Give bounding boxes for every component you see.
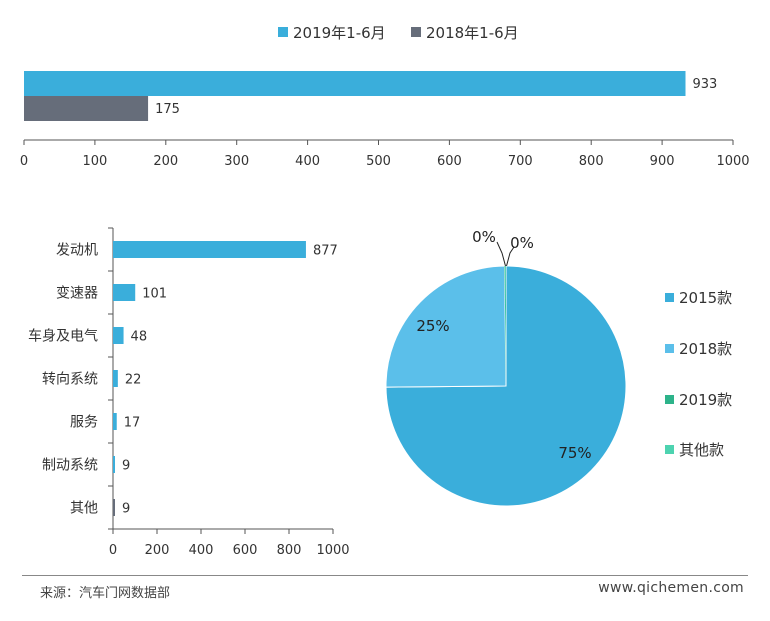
legend-swatch xyxy=(665,395,674,404)
x-tick-label: 1000 xyxy=(716,154,749,169)
legend-swatch xyxy=(278,27,288,37)
leader-line xyxy=(506,246,515,267)
legend-swatch xyxy=(665,344,674,353)
x-tick-label: 900 xyxy=(650,154,675,169)
legend-label: 2018年1-6月 xyxy=(426,24,519,42)
legend-swatch xyxy=(665,293,674,302)
x-tick-label: 200 xyxy=(153,154,178,169)
legend-swatch xyxy=(665,445,674,454)
x-tick-label: 800 xyxy=(579,154,604,169)
x-tick-label: 800 xyxy=(277,543,302,558)
data-label: 17 xyxy=(124,416,141,431)
category-label: 变速器 xyxy=(56,286,98,302)
x-tick-label: 0 xyxy=(20,154,28,169)
x-tick-label: 400 xyxy=(295,154,320,169)
legend-label: 2015款 xyxy=(679,289,732,307)
x-tick-label: 700 xyxy=(508,154,533,169)
footer: 来源：汽车门网数据部 www.qichemen.com xyxy=(0,572,770,612)
category-label: 发动机 xyxy=(56,243,98,259)
bar xyxy=(24,71,686,96)
footer-divider xyxy=(22,575,748,576)
x-tick-label: 0 xyxy=(109,543,117,558)
pie-data-label: 0% xyxy=(510,234,534,252)
category-bar-chart: 发动机 877 变速器 101 车身及电气 48 转向系统 22 服务 17 制动系统 9 其他 9 0 20… xyxy=(28,227,350,558)
x-tick-label: 300 xyxy=(224,154,249,169)
pie-slice xyxy=(385,265,627,507)
data-label: 175 xyxy=(155,102,180,117)
bar xyxy=(113,241,306,258)
x-tick-label: 1000 xyxy=(316,543,349,558)
x-tick-label: 400 xyxy=(189,543,214,558)
pie-slice xyxy=(505,266,506,386)
x-tick-label: 600 xyxy=(437,154,462,169)
category-label: 其他 xyxy=(70,501,98,517)
legend-label: 其他款 xyxy=(679,441,724,459)
category-label: 制动系统 xyxy=(42,458,98,474)
x-tick-label: 100 xyxy=(82,154,107,169)
bar xyxy=(113,370,118,387)
data-label: 877 xyxy=(313,244,338,259)
leader-line xyxy=(496,241,506,267)
data-label: 9 xyxy=(122,459,130,474)
legend-label: 2018款 xyxy=(679,340,732,358)
pie-data-label: 25% xyxy=(416,317,449,335)
bar xyxy=(113,284,136,301)
data-label: 22 xyxy=(125,373,142,388)
data-label: 9 xyxy=(122,502,130,517)
category-label: 转向系统 xyxy=(42,372,98,388)
legend-label: 2019款 xyxy=(679,391,732,409)
bar xyxy=(113,456,115,473)
bar xyxy=(113,499,115,516)
category-label: 服务 xyxy=(70,415,98,431)
data-label: 101 xyxy=(142,287,167,302)
legend-label: 2019年1-6月 xyxy=(293,24,386,42)
x-tick-label: 200 xyxy=(145,543,170,558)
pie-slice xyxy=(385,265,507,388)
x-tick-label: 500 xyxy=(366,154,391,169)
pie-data-label: 75% xyxy=(558,444,591,462)
pie-data-label: 0% xyxy=(472,228,496,246)
data-label: 933 xyxy=(692,77,717,92)
data-label: 48 xyxy=(131,330,148,345)
source-note: 来源：汽车门网数据部 xyxy=(40,586,171,601)
comparison-bar-chart: 2019年1-6月 2018年1-6月 933 175 0 100 200 300 400 500… xyxy=(20,24,750,169)
pie-slice xyxy=(504,266,506,386)
x-tick-label: 600 xyxy=(233,543,258,558)
bar xyxy=(24,96,149,121)
bar xyxy=(113,413,117,430)
legend-swatch xyxy=(411,27,421,37)
category-label: 车身及电气 xyxy=(28,328,98,345)
website-url: www.qichemen.com xyxy=(598,580,744,596)
bar xyxy=(113,327,124,344)
